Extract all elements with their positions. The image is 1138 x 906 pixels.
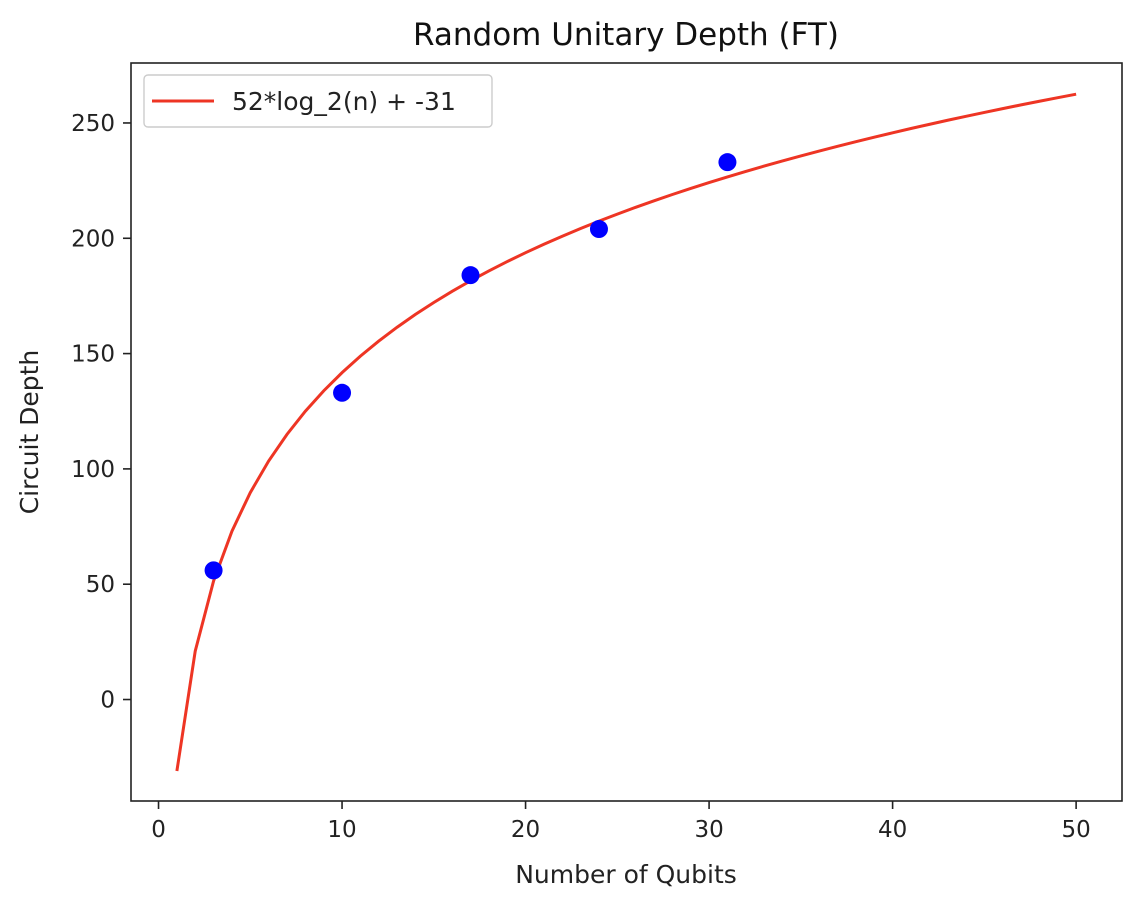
data-point bbox=[589, 220, 608, 239]
x-axis-label: Number of Qubits bbox=[515, 860, 737, 889]
legend: 52*log_2(n) + -31 bbox=[143, 74, 493, 128]
x-tick-label: 30 bbox=[694, 817, 723, 843]
y-tick-label: 0 bbox=[100, 688, 115, 714]
fit-line bbox=[175, 92, 1077, 772]
x-tick-label: 40 bbox=[878, 817, 907, 843]
y-tick-label: 200 bbox=[71, 226, 115, 252]
data-point bbox=[718, 153, 737, 172]
y-tick-label: 100 bbox=[71, 457, 115, 483]
y-tick-label: 50 bbox=[86, 572, 115, 598]
y-axis: 0 50 100 150 200 250 bbox=[71, 111, 131, 714]
plot-frame bbox=[130, 62, 1123, 802]
chart-title: Random Unitary Depth (FT) bbox=[413, 17, 839, 53]
data-point bbox=[333, 383, 352, 402]
x-tick-label: 50 bbox=[1061, 817, 1090, 843]
data-point bbox=[461, 266, 480, 285]
plot-area: 0 10 20 30 40 50 0 50 100 150 200 250 bbox=[71, 62, 1123, 843]
x-tick-label: 20 bbox=[511, 817, 540, 843]
y-axis-label: Circuit Depth bbox=[15, 350, 44, 515]
series-layer bbox=[175, 92, 1077, 772]
y-tick-label: 250 bbox=[71, 111, 115, 137]
legend-label: 52*log_2(n) + -31 bbox=[232, 87, 456, 116]
x-axis: 0 10 20 30 40 50 bbox=[151, 801, 1091, 843]
legend-box bbox=[143, 74, 493, 128]
x-tick-label: 0 bbox=[151, 817, 166, 843]
y-tick-label: 150 bbox=[71, 342, 115, 368]
data-point bbox=[204, 561, 223, 580]
x-tick-label: 10 bbox=[327, 817, 356, 843]
